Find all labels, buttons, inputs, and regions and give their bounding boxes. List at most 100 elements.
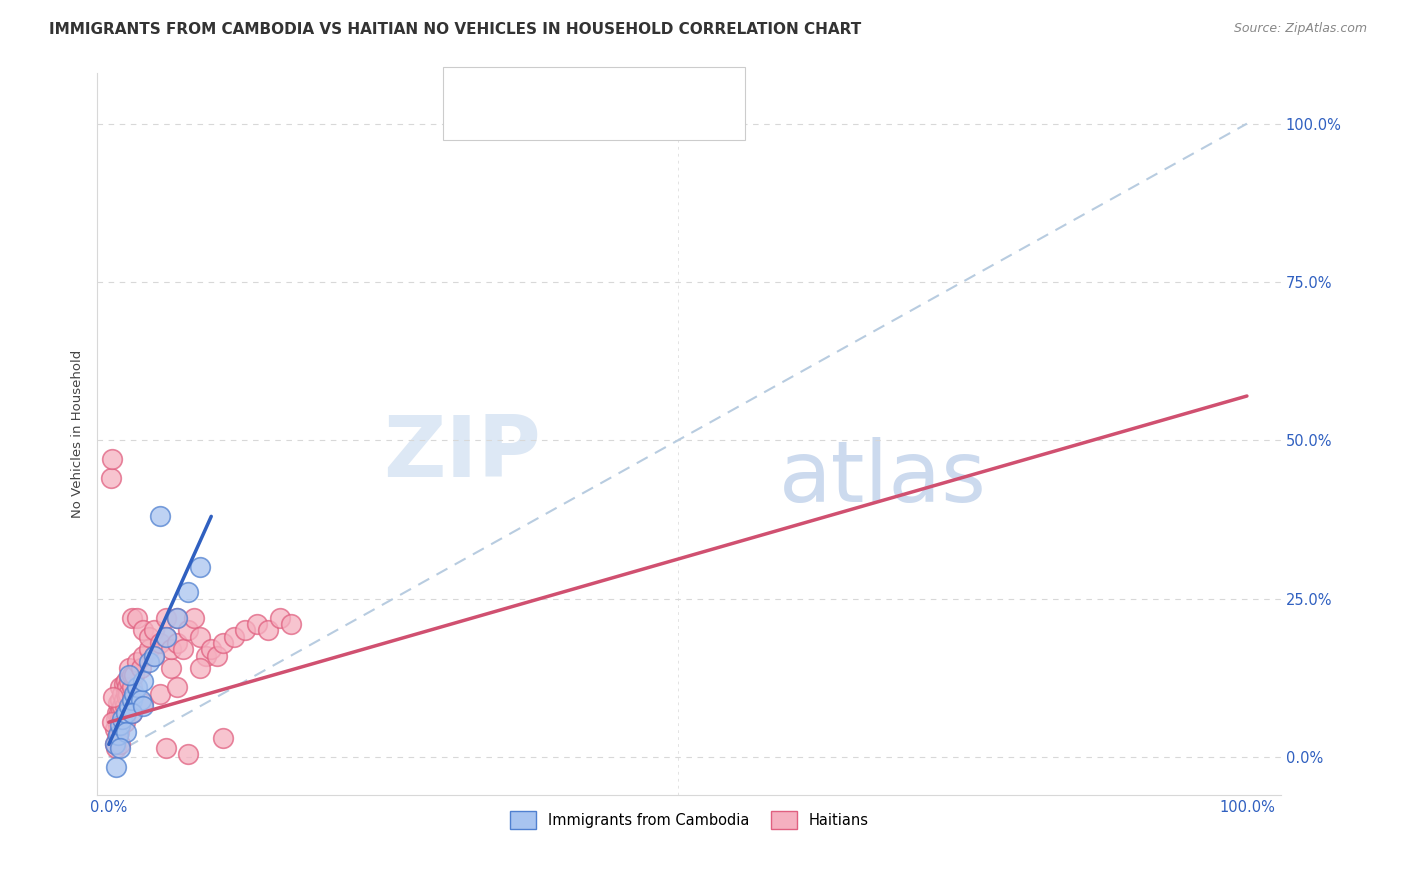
Point xyxy=(121,706,143,720)
Point xyxy=(188,560,211,574)
Y-axis label: No Vehicles in Household: No Vehicles in Household xyxy=(72,350,84,518)
Point xyxy=(257,624,280,638)
Point xyxy=(108,706,131,720)
Point xyxy=(177,585,200,599)
Point xyxy=(166,636,188,650)
Point xyxy=(121,693,143,707)
Text: atlas: atlas xyxy=(779,437,987,520)
Point xyxy=(155,740,177,755)
Point xyxy=(108,738,131,752)
Point xyxy=(155,610,177,624)
Text: ZIP: ZIP xyxy=(384,411,541,494)
Point xyxy=(107,696,129,710)
Point xyxy=(166,610,188,624)
Point xyxy=(211,731,233,745)
Point xyxy=(127,681,149,695)
Point xyxy=(111,712,134,726)
Text: Source: ZipAtlas.com: Source: ZipAtlas.com xyxy=(1233,22,1367,36)
Point xyxy=(183,610,205,624)
Text: N =: N = xyxy=(591,81,624,96)
Point xyxy=(172,642,194,657)
Point xyxy=(111,687,134,701)
Point xyxy=(115,724,138,739)
Point xyxy=(194,648,217,663)
Point xyxy=(112,693,135,707)
Point xyxy=(118,673,141,688)
Text: N =: N = xyxy=(591,110,624,125)
Point xyxy=(115,690,138,704)
Point xyxy=(121,706,143,720)
Point xyxy=(107,728,129,742)
Point xyxy=(118,699,141,714)
Text: IMMIGRANTS FROM CAMBODIA VS HAITIAN NO VEHICLES IN HOUSEHOLD CORRELATION CHART: IMMIGRANTS FROM CAMBODIA VS HAITIAN NO V… xyxy=(49,22,862,37)
Point xyxy=(177,624,200,638)
Point xyxy=(143,648,166,663)
Point xyxy=(121,681,143,695)
Point xyxy=(143,648,166,663)
Point xyxy=(188,630,211,644)
Point xyxy=(155,630,177,644)
Text: R =: R = xyxy=(492,81,526,96)
Point xyxy=(138,642,160,657)
Point xyxy=(105,731,128,745)
Point xyxy=(108,681,131,695)
Point xyxy=(160,642,183,657)
Point xyxy=(155,630,177,644)
Point xyxy=(222,630,245,644)
Point xyxy=(138,630,160,644)
Point xyxy=(122,667,145,681)
Point xyxy=(129,693,152,707)
Point xyxy=(118,667,141,681)
Point xyxy=(132,673,155,688)
Point xyxy=(127,655,149,669)
Point xyxy=(108,718,131,732)
Point xyxy=(132,624,155,638)
Point xyxy=(104,740,127,755)
Point xyxy=(132,648,155,663)
Point xyxy=(107,718,129,732)
Point xyxy=(269,610,291,624)
Text: ▪: ▪ xyxy=(457,81,475,109)
Point xyxy=(138,655,160,669)
Point xyxy=(143,624,166,638)
Point xyxy=(114,699,136,714)
Point xyxy=(103,690,125,704)
Point xyxy=(100,471,122,485)
Point xyxy=(121,667,143,681)
Point xyxy=(101,452,124,467)
Point xyxy=(235,624,257,638)
Point xyxy=(132,699,155,714)
Point xyxy=(200,642,222,657)
Point xyxy=(112,677,135,691)
Point xyxy=(103,738,125,752)
Text: R =: R = xyxy=(492,110,526,125)
Point xyxy=(160,661,183,675)
Point xyxy=(108,712,131,726)
Point xyxy=(117,687,139,701)
Point xyxy=(205,648,228,663)
Point xyxy=(149,687,172,701)
Text: 0.749: 0.749 xyxy=(527,81,575,96)
Point xyxy=(127,610,149,624)
Point xyxy=(118,661,141,675)
Point xyxy=(110,702,132,716)
Point xyxy=(122,687,145,701)
Point xyxy=(188,661,211,675)
Point xyxy=(103,738,125,752)
Point xyxy=(108,693,131,707)
Text: 73: 73 xyxy=(633,110,654,125)
Text: ▪: ▪ xyxy=(457,110,475,137)
Point xyxy=(177,747,200,761)
Point xyxy=(111,699,134,714)
Point xyxy=(103,722,125,736)
Point xyxy=(115,687,138,701)
Point xyxy=(149,636,172,650)
Point xyxy=(114,715,136,730)
Point xyxy=(115,681,138,695)
Point xyxy=(108,740,131,755)
Point xyxy=(105,706,128,720)
Point xyxy=(104,712,127,726)
Point xyxy=(166,610,188,624)
Point xyxy=(108,724,131,739)
Point xyxy=(280,617,302,632)
